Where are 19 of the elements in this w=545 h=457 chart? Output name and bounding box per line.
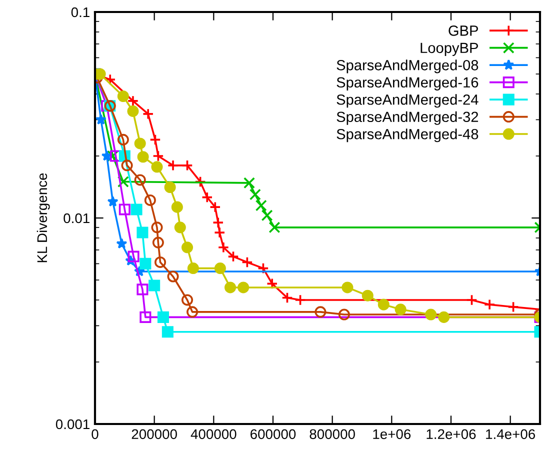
x-tick-label: 400000 [190, 429, 236, 440]
y-tick-label: 0.01 [64, 213, 90, 224]
legend-label: SparseAndMerged-48 [336, 128, 478, 142]
x-tick-label: 800000 [310, 429, 355, 440]
legend-label: SparseAndMerged-08 [336, 60, 478, 74]
x-tick-label: 200000 [132, 429, 177, 440]
x-tick-label: 1.2e+06 [426, 429, 476, 440]
legend-label: SparseAndMerged-32 [336, 111, 478, 125]
x-tick-label: 1e+06 [373, 429, 411, 440]
y-tick-label: 0.1 [71, 7, 90, 18]
x-tick-label: 600000 [250, 429, 296, 440]
legend-label: GBP [448, 26, 478, 36]
y-axis-title: KL Divergence [36, 173, 50, 262]
y-tick-label: 0.001 [56, 419, 90, 430]
x-tick-label: 1.4e+06 [486, 429, 536, 440]
legend-label: SparseAndMerged-16 [336, 76, 478, 90]
legend-label: SparseAndMerged-24 [336, 94, 478, 108]
legend-label: LoopyBP [420, 42, 478, 56]
x-tick-label: 0 [92, 429, 98, 440]
